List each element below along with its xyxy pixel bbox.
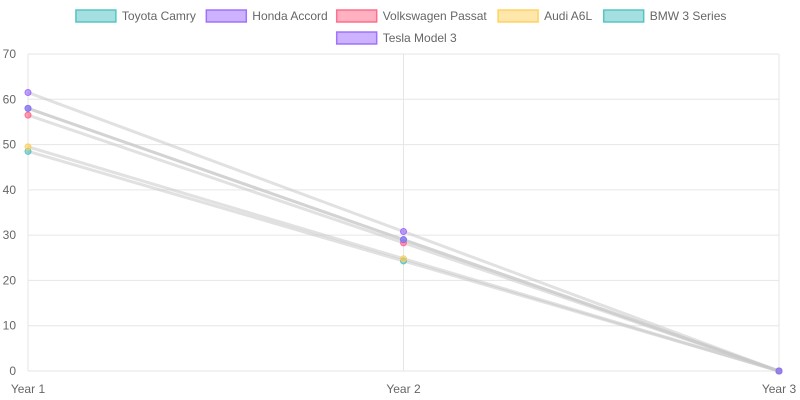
legend-item-honda-accord[interactable]: Honda Accord bbox=[205, 9, 328, 23]
y-tick-label: 10 bbox=[3, 319, 17, 333]
legend-item-audi-a6l[interactable]: Audi A6L bbox=[497, 9, 592, 23]
data-point-tesla-model-3[interactable] bbox=[24, 104, 32, 112]
y-tick-label: 50 bbox=[3, 138, 17, 152]
legend-item-tesla-model-3[interactable]: Tesla Model 3 bbox=[335, 31, 457, 45]
legend-swatch bbox=[602, 9, 645, 23]
data-point-volkswagen-passat[interactable] bbox=[24, 111, 32, 119]
y-axis-ticks: 0 10 20 30 40 50 60 70 bbox=[3, 47, 17, 378]
data-point-tesla-model-3[interactable] bbox=[775, 367, 783, 375]
legend-item-bmw-3-series[interactable]: BMW 3 Series bbox=[602, 9, 727, 23]
legend-swatch bbox=[335, 9, 378, 23]
legend-label: Honda Accord bbox=[252, 9, 327, 23]
grid bbox=[27, 53, 780, 372]
x-tick-label: Year 1 bbox=[11, 382, 46, 396]
legend-label: BMW 3 Series bbox=[650, 9, 727, 23]
legend-item-volkswagen-passat[interactable]: Volkswagen Passat bbox=[335, 9, 488, 23]
data-point-honda-accord[interactable] bbox=[400, 228, 407, 236]
y-tick-label: 30 bbox=[3, 228, 17, 242]
x-tick-label: Year 3 bbox=[762, 382, 797, 396]
y-tick-label: 60 bbox=[3, 92, 17, 106]
legend-swatch bbox=[497, 9, 539, 23]
data-point-audi-a6l[interactable] bbox=[24, 143, 32, 151]
legend-swatch bbox=[75, 9, 117, 23]
y-tick-label: 0 bbox=[9, 364, 16, 378]
legend: Toyota Camry Honda Accord Volkswagen Passa… bbox=[75, 9, 727, 45]
legend-label: Audi A6L bbox=[544, 9, 592, 23]
y-tick-label: 20 bbox=[3, 273, 17, 287]
series-points bbox=[24, 88, 783, 375]
legend-label: Volkswagen Passat bbox=[383, 9, 488, 23]
legend-item-toyota-camry[interactable]: Toyota Camry bbox=[75, 9, 196, 23]
x-tick-label: Year 2 bbox=[386, 382, 421, 396]
data-point-tesla-model-3[interactable] bbox=[400, 236, 407, 244]
x-axis-ticks: Year 1 Year 2 Year 3 bbox=[11, 382, 797, 396]
y-tick-label: 40 bbox=[3, 183, 17, 197]
legend-label: Tesla Model 3 bbox=[383, 31, 457, 45]
legend-swatch bbox=[205, 9, 248, 23]
data-point-audi-a6l[interactable] bbox=[400, 255, 407, 263]
data-point-honda-accord[interactable] bbox=[24, 88, 32, 96]
y-tick-label: 70 bbox=[3, 47, 17, 61]
legend-label: Toyota Camry bbox=[122, 9, 196, 23]
legend-swatch bbox=[335, 31, 378, 45]
